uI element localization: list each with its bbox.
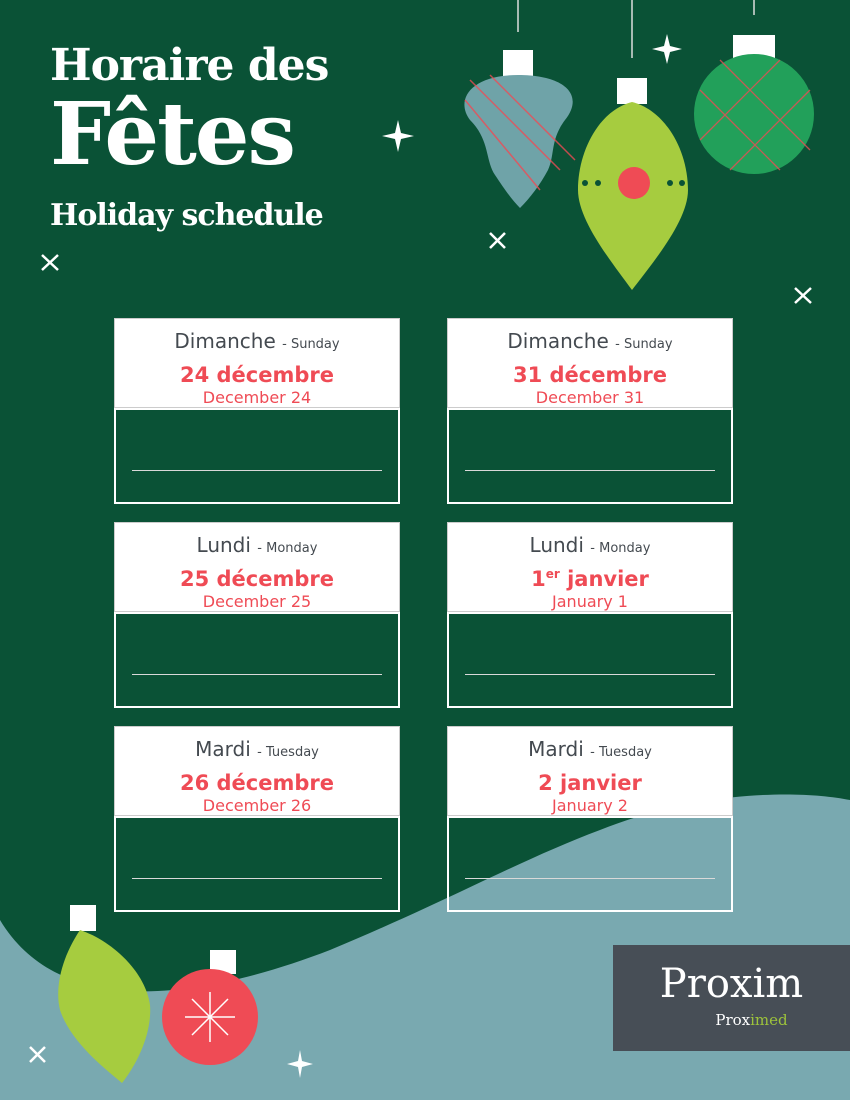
hours-line: [132, 470, 382, 471]
card-header: Mardi - Tuesday 2 janvier January 2: [447, 726, 733, 816]
hours-field[interactable]: [447, 612, 733, 708]
card-header: Lundi - Monday 25 décembre December 25: [114, 522, 400, 612]
title-line2: Fêtes: [50, 84, 296, 185]
ornament-green-ball: [694, 35, 814, 174]
hours-line: [132, 674, 382, 675]
date-fr: 31 décembre: [512, 363, 667, 387]
hours-line: [465, 470, 715, 471]
hours-field[interactable]: [447, 408, 733, 504]
date-en: December 25: [202, 592, 312, 611]
ornament-bottom-red: [162, 950, 258, 1065]
day-en: - Tuesday: [257, 745, 319, 760]
day-fr: Dimanche: [174, 329, 276, 353]
day-fr: Lundi: [196, 533, 251, 557]
day-en: - Sunday: [615, 337, 673, 352]
date-fr: 25 décembre: [179, 567, 334, 591]
hours-line: [465, 674, 715, 675]
title-line1: Horaire des: [50, 40, 329, 91]
card-header: Dimanche - Sunday 31 décembre December 3…: [447, 318, 733, 408]
hours-line: [132, 878, 382, 879]
ornament-teal: [464, 50, 576, 208]
schedule-card: Mardi - Tuesday 26 décembre December 26: [114, 726, 400, 912]
hours-field[interactable]: [114, 816, 400, 912]
date-en: December 26: [202, 796, 312, 815]
day-en: - Tuesday: [590, 745, 652, 760]
card-header: Dimanche - Sunday 24 décembre December 2…: [114, 318, 400, 408]
ornament-lime: [578, 78, 688, 290]
schedule-card: Dimanche - Sunday 24 décembre December 2…: [114, 318, 400, 504]
date-en: January 2: [552, 796, 628, 815]
date-en: December 31: [535, 388, 645, 407]
day-fr: Lundi: [529, 533, 584, 557]
hours-field[interactable]: [114, 612, 400, 708]
schedule-card: Dimanche - Sunday 31 décembre December 3…: [447, 318, 733, 504]
date-fr: 2 janvier: [538, 771, 642, 795]
schedule-card: Lundi - Monday 1er janvier January 1: [447, 522, 733, 708]
hours-field[interactable]: [114, 408, 400, 504]
ornament-bottom-lime: [58, 905, 151, 1083]
date-fr: 1er janvier: [531, 567, 649, 591]
schedule-card: Mardi - Tuesday 2 janvier January 2: [447, 726, 733, 912]
hours-line: [465, 878, 715, 879]
day-en: - Sunday: [282, 337, 340, 352]
card-header: Mardi - Tuesday 26 décembre December 26: [114, 726, 400, 816]
day-en: - Monday: [257, 541, 318, 556]
day-en: - Monday: [590, 541, 651, 556]
title-line3: Holiday schedule: [50, 198, 324, 233]
day-fr: Mardi: [195, 737, 251, 761]
date-fr: 24 décembre: [179, 363, 334, 387]
proxim-logo: Proxim Proximed: [613, 945, 850, 1051]
day-fr: Dimanche: [507, 329, 609, 353]
hours-field[interactable]: [447, 816, 733, 912]
date-en: December 24: [202, 388, 312, 407]
day-fr: Mardi: [528, 737, 584, 761]
date-fr: 26 décembre: [179, 771, 334, 795]
date-en: January 1: [552, 592, 628, 611]
sparkles: [287, 34, 682, 1078]
card-header: Lundi - Monday 1er janvier January 1: [447, 522, 733, 612]
schedule-card: Lundi - Monday 25 décembre December 25: [114, 522, 400, 708]
